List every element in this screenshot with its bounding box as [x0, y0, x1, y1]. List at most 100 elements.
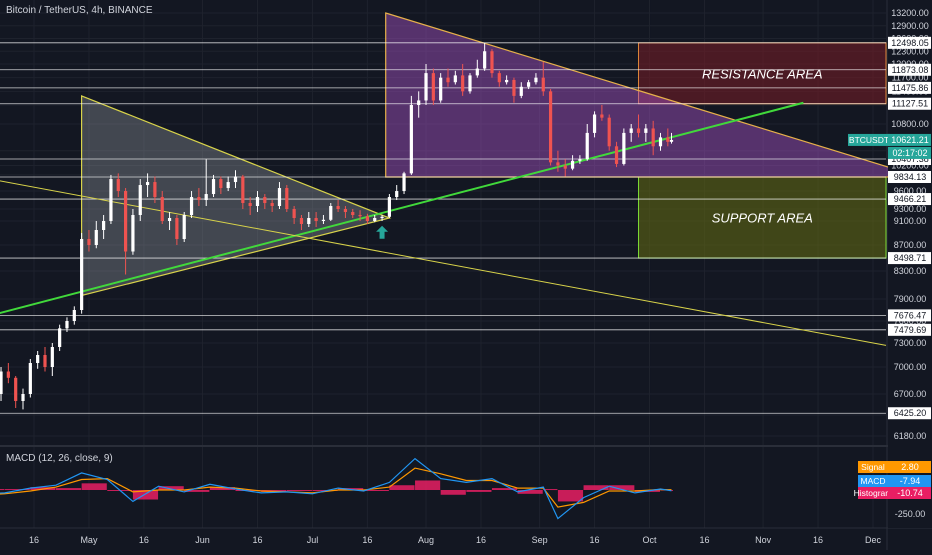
macd-legend-value: -10.74 — [897, 488, 923, 498]
candle-body — [167, 218, 172, 221]
candle-body — [651, 128, 655, 147]
candle-body — [475, 68, 479, 76]
price-tick-label: 7300.00 — [894, 338, 927, 348]
macd-histogram-bar — [466, 490, 492, 492]
level-badge-label: 6425.20 — [894, 408, 927, 418]
candle-body — [497, 73, 501, 83]
price-tick-label: 13200.00 — [891, 8, 929, 18]
candle-body — [153, 182, 157, 198]
candle-body — [607, 117, 611, 147]
candle-body — [80, 239, 84, 310]
macd-legend-name: MACD — [860, 476, 885, 486]
candle-body — [387, 197, 391, 217]
macd-legend-value-badge — [888, 487, 931, 499]
candle-body — [226, 182, 230, 189]
macd-legend-name: Signal — [861, 462, 885, 472]
macd-histogram-bar — [209, 487, 236, 490]
candle-body — [365, 216, 370, 221]
candle-body — [505, 79, 509, 83]
macd-histogram-bar — [609, 485, 635, 490]
candle-body — [87, 239, 91, 245]
candle-body — [669, 139, 674, 142]
signal-line — [0, 467, 672, 508]
candle-body — [160, 197, 164, 221]
candle-body — [197, 197, 201, 201]
candle-body — [636, 128, 641, 133]
candle-body — [343, 209, 348, 213]
candle-body — [629, 128, 633, 133]
price-tick-label: 9300.00 — [894, 204, 927, 214]
candle-body — [175, 218, 179, 239]
price-tick-label: 8700.00 — [894, 240, 927, 250]
price-tick-label: 11700.00 — [892, 73, 929, 83]
candle-body — [600, 114, 604, 118]
date-tick-label: 16 — [813, 535, 823, 545]
date-tick-label: 16 — [252, 535, 262, 545]
price-tick-label: 7900.00 — [894, 294, 927, 304]
macd-histogram-bar — [55, 488, 82, 490]
candle-body — [321, 219, 326, 221]
candle-body — [548, 91, 553, 163]
candle-body — [614, 146, 619, 164]
candle-body — [380, 216, 384, 219]
price-tick-label: 12300.00 — [891, 46, 929, 56]
macd-histogram-bar — [4, 489, 30, 491]
candle-body — [21, 394, 25, 401]
date-tick-label: 16 — [139, 535, 149, 545]
candle-body — [94, 230, 98, 245]
candle-body — [123, 191, 128, 252]
candle-body — [299, 218, 304, 224]
candle-body — [644, 128, 648, 133]
candle-body — [182, 215, 186, 239]
macd-legend-name: Histogram — [854, 488, 893, 498]
price-tick-label: 12900.00 — [891, 21, 929, 31]
candle-body — [453, 75, 457, 83]
chart-title: Bitcoin / TetherUS, 4h, BINANCE — [6, 5, 153, 16]
candle-body — [468, 75, 472, 92]
candle-body — [0, 371, 3, 394]
candle-body — [102, 221, 106, 230]
macd-pane — [0, 457, 673, 520]
macd-histogram-bar — [415, 480, 441, 490]
macd-legend-name-badge — [858, 475, 888, 487]
macd-histogram-bar — [440, 490, 466, 495]
level-badge-label: 11873.08 — [892, 65, 929, 75]
candle-body — [241, 176, 245, 204]
support-zone — [638, 176, 887, 259]
date-tick-label: Jun — [195, 535, 210, 545]
date-tick-label: Jul — [307, 535, 319, 545]
symbol-badge — [848, 133, 890, 146]
candle-body — [329, 206, 333, 220]
candle-body — [658, 137, 663, 147]
macd-histogram-bar — [389, 485, 415, 490]
candle-body — [424, 73, 428, 101]
level-badge — [888, 252, 931, 265]
macd-histogram-bar — [286, 490, 312, 491]
level-badge — [888, 323, 931, 336]
price-tick-label: 6700.00 — [894, 389, 927, 399]
level-badge-label: 11127.51 — [892, 99, 928, 109]
level-badge-label: 7479.69 — [894, 325, 927, 335]
candle-body — [50, 347, 54, 367]
date-tick-label: May — [80, 535, 98, 545]
candle-body — [439, 77, 443, 101]
date-tick-label: Nov — [755, 535, 772, 545]
candle-body — [131, 215, 135, 252]
candle-body — [578, 159, 582, 161]
candle-body — [307, 218, 311, 224]
candle-body — [14, 377, 18, 401]
date-axis: 16 May 16 Jun 16 Jul 16 Aug 16 Sep 16 Oct 16 Nov 16 Dec — [29, 535, 882, 545]
level-badge — [888, 407, 931, 420]
candle-body — [314, 218, 318, 221]
candle-body — [534, 77, 538, 83]
candle-body — [556, 162, 560, 166]
candle-body — [570, 160, 575, 169]
macd-histogram-bar — [0, 489, 5, 491]
macd-histogram-bar — [81, 483, 107, 490]
level-badge-label: 8498.71 — [894, 253, 927, 263]
date-tick-label: 16 — [29, 535, 39, 545]
level-badge — [888, 63, 931, 76]
candle-body — [285, 188, 289, 210]
